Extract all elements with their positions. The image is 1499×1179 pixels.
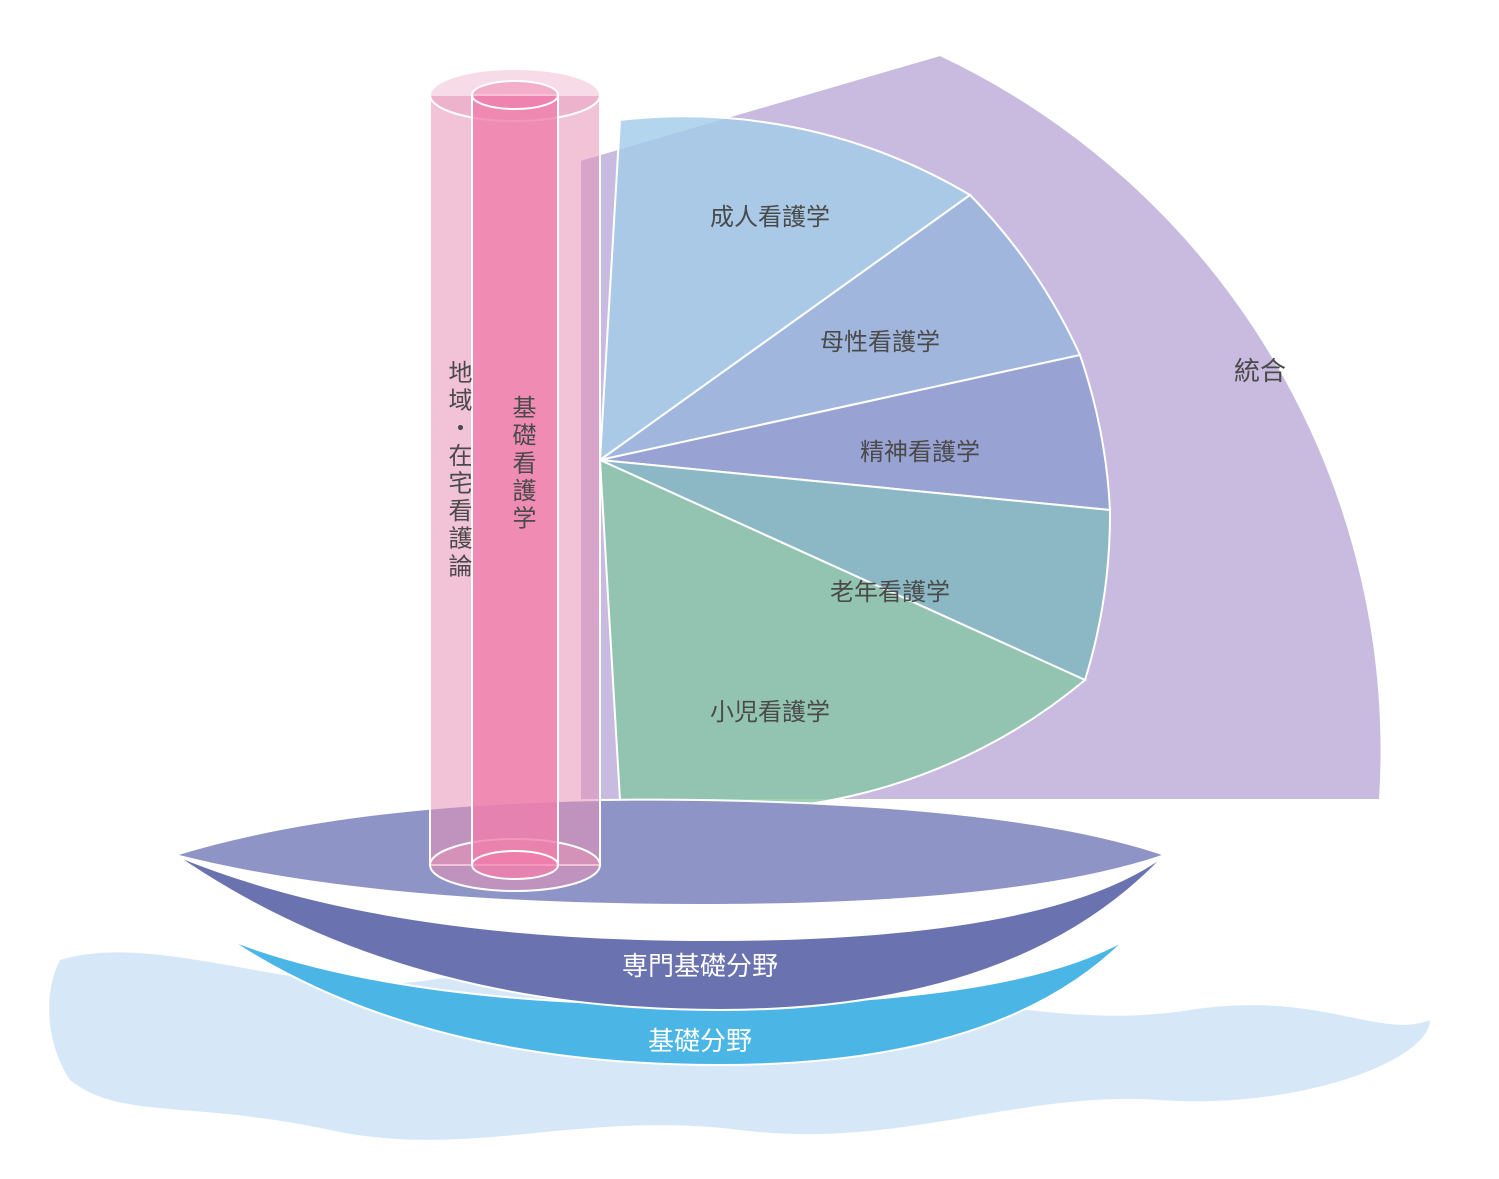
sail-outer-label: 統合 <box>1234 356 1286 386</box>
hull-upper-label: 専門基礎分野 <box>622 951 778 981</box>
hull-lower-label: 基礎分野 <box>648 1026 752 1056</box>
sail-segment-label-child: 小児看護学 <box>710 699 830 726</box>
sail-segment-label-adult: 成人看護学 <box>710 204 830 231</box>
sail-segment-label-mental: 精神看護学 <box>860 439 980 466</box>
sail-segment-label-elderly: 老年看護学 <box>830 579 950 606</box>
sail-segment-label-mother: 母性看護学 <box>820 329 940 356</box>
hull-deck <box>175 800 1165 905</box>
mast-outer-label: 地域・在宅看護論 <box>440 360 475 581</box>
diagram-stage: 専門基礎分野 基礎分野 統合 成人看護学母性看護学精神看護学老年看護学小児看護学… <box>0 0 1499 1179</box>
mast-inner-label: 基礎看護学 <box>504 395 539 533</box>
ship-diagram: 専門基礎分野 基礎分野 統合 成人看護学母性看護学精神看護学老年看護学小児看護学 <box>0 0 1499 1179</box>
